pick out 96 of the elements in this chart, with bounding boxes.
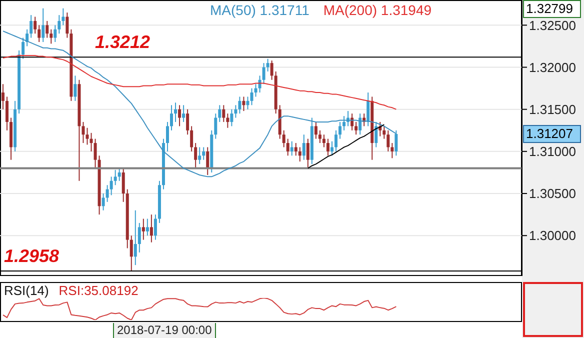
chart-title: RSI(14) xyxy=(4,283,49,298)
candlestick xyxy=(254,84,258,98)
candlestick xyxy=(142,218,145,240)
candlestick xyxy=(58,14,61,34)
candlestick xyxy=(154,214,157,240)
candlestick xyxy=(306,138,310,169)
y-tick-label: 1.30000 xyxy=(529,228,576,244)
candlestick xyxy=(138,222,141,253)
candlestick xyxy=(202,146,206,160)
candlestick xyxy=(182,104,186,122)
candlestick xyxy=(118,168,121,182)
line-series xyxy=(2,30,397,178)
candlestick xyxy=(90,132,93,152)
candlestick xyxy=(130,235,133,272)
candlestick xyxy=(294,142,298,156)
candlestick xyxy=(170,104,174,131)
candlestick xyxy=(242,96,246,112)
candlestick xyxy=(238,96,242,114)
y-tick-label: 1.31000 xyxy=(529,144,576,160)
candlestick xyxy=(22,37,25,60)
candlestick xyxy=(186,108,190,136)
candlestick xyxy=(382,126,386,140)
ref-line-label: 1.2958 xyxy=(4,244,60,267)
candlestick xyxy=(46,20,49,38)
candlestick xyxy=(166,121,169,152)
candlestick xyxy=(194,142,198,169)
candlestick xyxy=(246,96,250,110)
candlestick xyxy=(282,130,286,148)
candlestick xyxy=(266,58,270,72)
candlestick xyxy=(198,146,202,165)
y-tick-label: 1.32500 xyxy=(529,18,576,33)
candlestick xyxy=(150,214,153,243)
candlestick xyxy=(146,218,149,236)
candlestick xyxy=(102,193,105,211)
candlestick xyxy=(394,130,398,156)
candlestick xyxy=(262,62,266,85)
line-series xyxy=(307,124,385,169)
candlestick xyxy=(110,176,113,196)
candlestick xyxy=(214,113,218,140)
text: 2018-07-19 00:00 xyxy=(113,323,216,338)
candlestick xyxy=(270,60,274,80)
candlestick xyxy=(374,121,378,148)
candlestick xyxy=(50,28,53,44)
candlestick xyxy=(302,134,306,160)
candlestick xyxy=(62,8,65,26)
candlestick xyxy=(34,16,37,34)
ref-line-label: 1.3212 xyxy=(95,31,150,54)
candlestick xyxy=(354,121,358,136)
candlestick xyxy=(390,142,394,159)
candlestick xyxy=(190,126,194,152)
candlestick xyxy=(2,84,5,110)
candlestick xyxy=(30,14,33,38)
candlestick xyxy=(250,88,254,106)
candlestick xyxy=(318,130,322,144)
candlestick xyxy=(74,75,77,102)
candlestick xyxy=(66,12,69,38)
y-tick-label: 1.31500 xyxy=(529,102,576,117)
text: 1.32799 xyxy=(523,0,581,18)
candlestick xyxy=(174,102,178,122)
y-tick-label: 1.32000 xyxy=(529,60,576,75)
text: MA(200) 1.31949 xyxy=(323,2,432,18)
candlestick xyxy=(298,146,302,162)
candlestick xyxy=(338,121,342,140)
candlestick xyxy=(234,104,238,118)
candlestick xyxy=(206,146,210,176)
candlestick xyxy=(106,184,109,202)
candlestick xyxy=(322,134,326,148)
text: MA(50) 1.31711 xyxy=(210,2,310,18)
candlestick xyxy=(6,96,9,131)
candlestick xyxy=(38,24,41,42)
candlestick xyxy=(114,169,117,186)
candlestick xyxy=(134,210,137,266)
candlestick xyxy=(82,121,85,144)
candlestick xyxy=(358,113,362,136)
candlestick xyxy=(230,108,234,127)
candlestick xyxy=(330,140,334,156)
candlestick xyxy=(94,138,97,169)
candlestick xyxy=(122,168,125,202)
y-tick-label: 1.30500 xyxy=(529,186,576,202)
candlestick xyxy=(286,138,290,156)
candlestick xyxy=(42,8,45,42)
candlestick xyxy=(226,113,230,128)
candlestick xyxy=(326,138,330,156)
text: 1.31207 xyxy=(523,125,581,143)
candlestick xyxy=(222,104,226,122)
annotation: RSI:35.08192 xyxy=(58,283,138,298)
candlestick xyxy=(314,121,318,140)
candlestick xyxy=(86,127,89,146)
candlestick xyxy=(218,104,222,122)
candlestick xyxy=(178,104,182,127)
candlestick xyxy=(366,92,370,127)
candlestick xyxy=(290,140,294,156)
candlestick xyxy=(386,130,390,152)
candlestick xyxy=(334,130,338,152)
candlestick xyxy=(54,24,57,42)
candlestick xyxy=(342,116,346,131)
